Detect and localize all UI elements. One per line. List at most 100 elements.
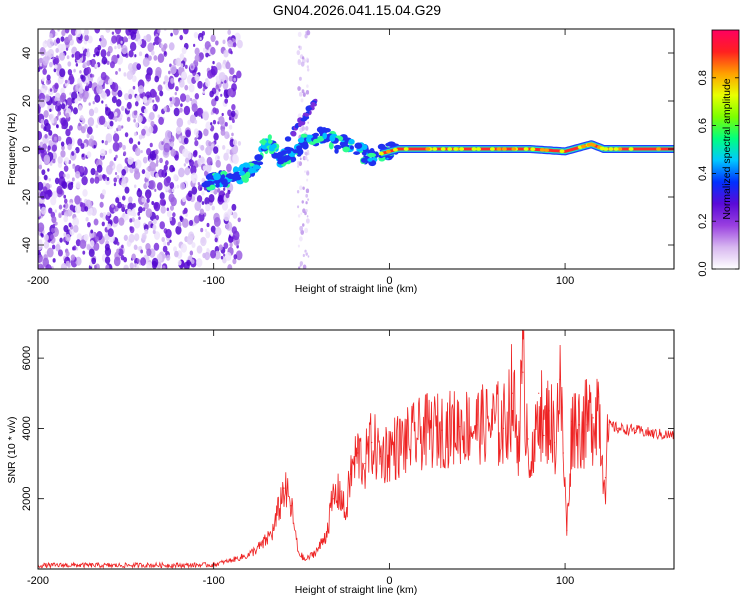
spectrogram-noise-speck [224,131,230,140]
spectrogram-ridge-spot [440,147,446,151]
spectrogram-noise-speck [225,61,231,70]
spectrogram-noise-speck [75,256,82,266]
spectrogram-noise-speck [223,253,226,257]
spectrogram-noise-speck [194,137,198,141]
spectrogram-noise-speck [51,191,58,200]
spectrogram-noise-speck [52,158,56,164]
spectrogram-noise-speck [205,49,208,54]
spectrogram-noise-speck [117,201,122,209]
spectrogram-noise-speck [116,54,120,59]
spectrogram-noise-speck [129,226,135,234]
spectrogram-noise-speck [86,48,90,52]
spectrogram-noise-speck [146,248,152,257]
spectrogram-noise-speck [57,249,63,257]
spectrogram-noise-speck [144,202,149,210]
spectrogram-streak-blob [297,122,303,128]
spectrogram-noise-speck [76,233,83,241]
spectrogram-noise-speck [121,45,128,55]
snr-data-point [578,424,580,426]
spectrogram-noise-speck [131,217,135,223]
spectrogram-noise-speck [146,193,150,199]
spectrogram-noise-speck [104,107,111,116]
spectrogram-noise-speck [130,31,137,41]
spectrogram-noise-speck [158,116,164,125]
spectrogram-noise-speck [198,212,205,222]
spectrogram-ridge-blob [247,167,257,174]
spectrogram-noise-speck [39,47,46,56]
spectrogram-noise-speck [193,149,198,156]
spectrogram-noise-speck [129,41,137,52]
spectrogram-noise-speck [38,145,42,155]
colorbar: 0.0 0.2 0.4 0.6 0.8 Normalized spectral ampl… [697,29,740,277]
spectrogram-noise-speck [66,173,70,180]
spectrogram-noise-speck [300,61,305,67]
spectrogram-noise-speck [104,140,108,146]
spectrogram-noise-speck [124,214,129,221]
spectrogram-noise-speck [143,108,148,114]
spectrogram-noise-speck [83,233,89,242]
spectrogram-noise-speck [106,60,110,65]
spectrogram-noise-speck [152,99,155,103]
spectrogram-noise-speck [194,201,202,212]
spectrogram-noise-speck [227,109,232,117]
spectrogram-noise-speck [88,102,91,106]
spectrogram-noise-speck [194,140,199,147]
spectrogram-noise-speck [142,57,150,67]
spectrogram-noise-speck [63,173,66,178]
snr-content [38,330,674,569]
spectrogram-noise-speck [136,30,140,34]
spectrogram-noise-speck [121,125,124,129]
spectrogram-noise-speck [43,174,48,181]
spectrogram-noise-speck [173,246,177,252]
spectrogram-y-axis-title: Frequency (Hz) [6,113,18,185]
spectrogram-noise-speck [220,93,223,97]
spectrogram-noise-speck [114,171,118,176]
spectrogram-noise-speck [116,98,122,107]
spectrogram-noise-speck [215,226,222,237]
snr-data-point [311,554,313,556]
spectrogram-noise-speck [44,86,48,91]
spectrogram-noise-speck [229,242,233,248]
spectrogram-noise-speck [84,206,89,212]
spectrogram-noise-speck [218,72,226,82]
spectrogram-noise-speck [228,75,233,82]
spectrogram-noise-speck [63,232,67,237]
spectrogram-noise-speck [84,29,89,36]
spectrogram-noise-speck [52,258,56,263]
snr-data-point [601,455,603,458]
spectrogram-noise-speck [189,250,194,256]
spectrogram-noise-speck [165,228,172,239]
spectrogram-ridge-blob [213,172,221,181]
spectrogram-noise-speck [146,167,149,171]
spectrogram-noise-speck [300,98,304,103]
spectrogram-noise-speck [180,93,187,102]
snr-series-line [38,330,674,569]
spectrogram-noise-speck [152,90,158,98]
spectrogram-noise-speck [210,46,216,55]
snr-data-point [517,441,519,444]
snr-y-tick-label: 6000 [21,346,33,370]
spectrogram-ridge-blob [292,149,299,154]
spectrogram-noise-speck [169,239,172,243]
spectrogram-noise-speck [131,157,135,163]
spectrogram-noise-speck [58,213,62,219]
spectrogram-noise-speck [307,159,309,162]
spectrogram-noise-speck [74,195,81,205]
spectrogram-noise-speck [213,146,219,154]
spectrogram-streak-blob [306,107,311,112]
spectrogram-noise-speck [228,124,233,130]
spectrogram-noise-speck [150,50,155,56]
spectrogram-noise-speck [163,51,167,56]
spectrogram-noise-speck [298,161,303,167]
spectrogram-noise-speck [152,224,157,231]
spectrogram-noise-speck [40,206,47,215]
spectrogram-noise-speck [74,51,81,61]
spectrogram-noise-speck [164,75,169,82]
spectrogram-noise-speck [128,196,133,203]
spectrogram-noise-speck [193,31,199,39]
spectrogram-noise-speck [144,228,149,235]
spectrogram-noise-speck [92,74,95,78]
spectrogram-y-tick-label: -20 [21,189,33,205]
spectrogram-noise-speck [88,138,94,147]
